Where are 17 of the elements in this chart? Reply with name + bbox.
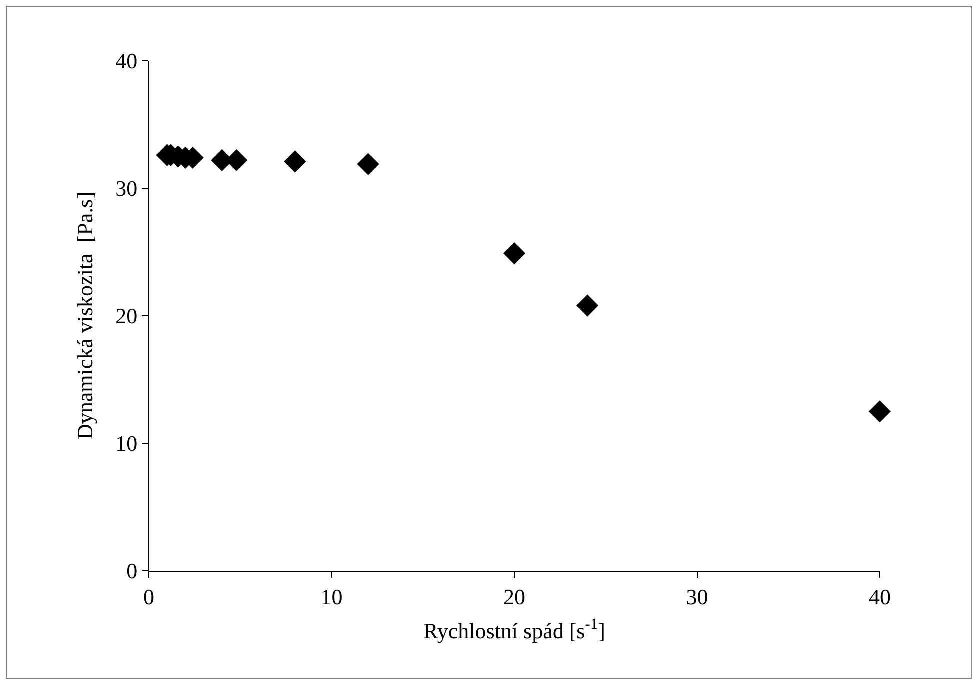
y-axis-title: Dynamická viskozita [Pa.s] (72, 192, 98, 440)
y-tick-label: 20 (116, 304, 138, 329)
y-tick-label: 0 (126, 558, 138, 584)
x-tick-label: 20 (504, 584, 526, 610)
point (503, 242, 526, 265)
x-tick-label: 30 (686, 584, 708, 610)
y-tick-label: 40 (116, 48, 138, 74)
point (357, 153, 380, 176)
point (868, 400, 892, 423)
point (284, 150, 306, 173)
y-tick-label: 10 (116, 431, 138, 456)
x-axis-title: Rychlostní spád [s$^{-1}$] (424, 616, 606, 644)
x-tick-label: 0 (144, 584, 154, 610)
x-tick-label: 40 (869, 584, 891, 610)
point (576, 294, 599, 317)
y-tick-label: 30 (116, 176, 138, 202)
x-tick-label: 10 (320, 584, 343, 610)
